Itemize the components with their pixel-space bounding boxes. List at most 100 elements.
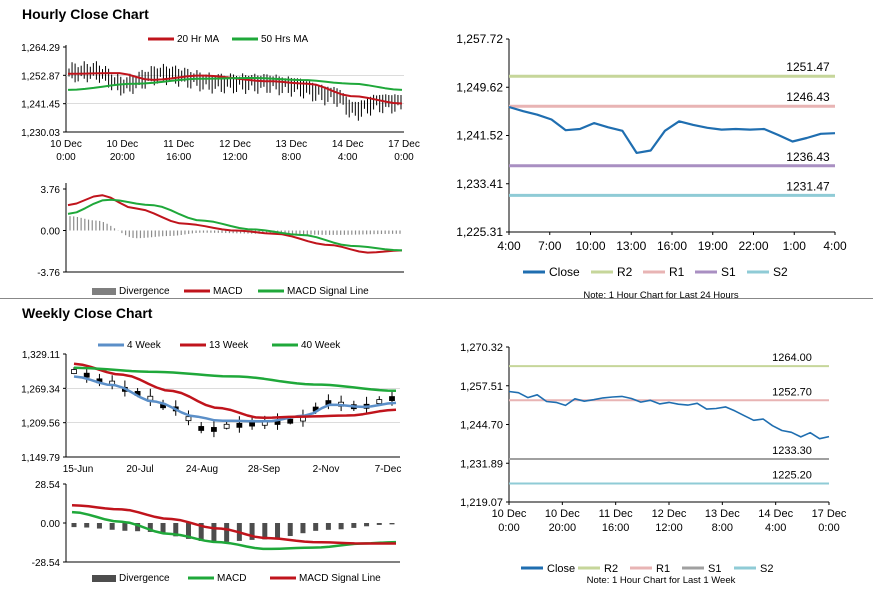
weekly-candle-body: [249, 421, 255, 427]
hourly-right-xtick-label: 1:00: [783, 239, 807, 253]
hourly-legend-divergence-label: Divergence: [119, 286, 170, 297]
hourly-price-xtick-label: 10 Dec: [106, 139, 138, 150]
weekly-right-xtick-label: 12:00: [655, 522, 683, 534]
hourly-price-xtick-label: 20:00: [110, 152, 135, 163]
hourly-macd-line: [67, 194, 403, 254]
weekly-divergence-bar: [376, 523, 382, 525]
weekly-divergence-bar: [325, 523, 331, 530]
weekly-right-xtick-label: 0:00: [818, 522, 839, 534]
weekly-macd-signal-line: [71, 503, 396, 545]
weekly-right-level-r1-label: 1252.70: [772, 386, 812, 398]
weekly-right-level-s1-label: 1233.30: [772, 445, 812, 457]
weekly-chart-title: Weekly Close Chart: [22, 305, 153, 321]
hourly-macd-ytick-label: -3.76: [37, 268, 60, 279]
weekly-price-xtick-label: 20-Jul: [126, 464, 153, 475]
hourly-right-xtick-label: 19:00: [698, 239, 728, 253]
hourly-chart-title: Hourly Close Chart: [22, 6, 149, 22]
weekly-right-xtick-label: 20:00: [549, 522, 577, 534]
hourly-price-xtick-label: 13 Dec: [275, 139, 307, 150]
hourly-right-level-r1-label: 1246.43: [786, 90, 830, 104]
hourly-legend-20hr-ma-label: 20 Hr MA: [177, 34, 220, 45]
weekly-divergence-bar: [351, 523, 357, 528]
weekly-13week-line: [73, 362, 397, 420]
hourly-right-ytick-label: 1,233.41: [456, 177, 503, 191]
weekly-price-ytick-label: 1,209.56: [21, 419, 60, 430]
weekly-right-legend-s1-label: S1: [708, 563, 721, 575]
hourly-macd-ytick-label: 0.00: [41, 227, 61, 238]
weekly-right-xtick-label: 12 Dec: [652, 508, 687, 520]
weekly-price-ytick-label: 1,269.34: [21, 384, 60, 395]
weekly-price-ytick-label: 1,329.11: [22, 350, 61, 361]
weekly-divergence-bar: [389, 523, 395, 525]
weekly-macd-ytick-label: 28.54: [35, 480, 60, 491]
weekly-candle-body: [211, 427, 217, 432]
hourly-price-xtick-label: 0:00: [56, 152, 76, 163]
weekly-divergence-bar: [173, 523, 179, 537]
weekly-price-xtick-label: 15-Jun: [63, 464, 94, 475]
weekly-divergence-bar: [122, 523, 128, 531]
hourly-macd-signal-line: [67, 198, 403, 252]
weekly-right-level-s2-label: 1225.20: [772, 469, 812, 481]
weekly-right-ytick-label: 1,244.70: [460, 420, 503, 432]
weekly-divergence-bar: [109, 523, 115, 530]
hourly-right-legend-r2-label: R2: [617, 265, 633, 279]
weekly-right-xtick-label: 4:00: [765, 522, 786, 534]
weekly-40week-line: [73, 366, 397, 393]
weekly-divergence-bar: [84, 523, 90, 528]
hourly-right-note: Note: 1 Hour Chart for Last 24 Hours: [583, 290, 738, 301]
weekly-macd-ytick-label: 0.00: [41, 519, 61, 530]
hourly-price-xtick-label: 14 Dec: [332, 139, 364, 150]
weekly-divergence-bar: [275, 523, 281, 539]
hourly-price-ytick-label: 1,230.03: [21, 128, 60, 139]
hourly-price-xtick-label: 11 Dec: [163, 139, 194, 150]
weekly-right-ytick-label: 1,231.89: [460, 458, 503, 470]
weekly-divergence-bar: [313, 523, 319, 531]
hourly-right-legend-s1-label: S1: [721, 265, 736, 279]
weekly-right-xtick-label: 10 Dec: [492, 508, 527, 520]
hourly-right-xtick-label: 4:00: [497, 239, 521, 253]
weekly-right-legend-r1-label: R1: [656, 563, 670, 575]
hourly-price-xtick-label: 16:00: [166, 152, 191, 163]
hourly-right-legend-r1-label: R1: [669, 265, 685, 279]
hourly-price-xtick-label: 4:00: [338, 152, 358, 163]
weekly-divergence-bar: [71, 523, 77, 528]
weekly-divergence-bar: [211, 523, 217, 543]
hourly-right-xtick-label: 7:00: [538, 239, 562, 253]
weekly-right-legend-close-label: Close: [547, 563, 575, 575]
weekly-legend-divergence-label: Divergence: [119, 573, 170, 584]
hourly-right-xtick-label: 16:00: [657, 239, 687, 253]
weekly-right-xtick-label: 17 Dec: [812, 508, 847, 520]
section-divider: [0, 298, 873, 299]
weekly-divergence-bar: [185, 523, 191, 539]
weekly-candle-body: [71, 369, 77, 374]
hourly-right-level-r2-label: 1251.47: [786, 60, 830, 74]
hourly-legend-50hr-ma-label: 50 Hrs MA: [261, 34, 309, 45]
weekly-macd-ytick-label: -28.54: [32, 558, 61, 569]
hourly-ma50-line: [67, 77, 403, 91]
hourly-legend-macd-label: MACD: [213, 286, 242, 297]
weekly-candle-body: [287, 418, 294, 424]
weekly-divergence-bar: [287, 523, 293, 537]
weekly-right-legend-s2-label: S2: [760, 563, 773, 575]
weekly-divergence-bar: [224, 523, 230, 542]
hourly-price-xtick-label: 12:00: [222, 152, 247, 163]
weekly-right-legend-r2-label: R2: [604, 563, 618, 575]
weekly-right-note: Note: 1 Hour Chart for Last 1 Week: [587, 575, 736, 586]
weekly-candle-body: [198, 426, 205, 431]
hourly-right-level-s1-label: 1236.43: [786, 150, 830, 164]
weekly-divergence-bar: [364, 523, 370, 527]
weekly-4week-line: [73, 375, 397, 423]
weekly-right-xtick-label: 8:00: [712, 522, 733, 534]
hourly-macd-ytick-label: 3.76: [41, 185, 61, 196]
hourly-price-xtick-label: 10 Dec: [50, 139, 82, 150]
weekly-divergence-bar: [338, 523, 344, 530]
weekly-price-xtick-label: 28-Sep: [248, 464, 281, 475]
weekly-legend-macd-signal-label: MACD Signal Line: [299, 573, 381, 584]
weekly-candle-body: [83, 372, 90, 378]
hourly-price-ytick-label: 1,241.45: [21, 100, 60, 111]
hourly-legend-divergence-swatch: [92, 288, 116, 295]
weekly-legend-4week-label: 4 Week: [127, 340, 162, 351]
weekly-divergence-bar: [135, 523, 141, 532]
hourly-right-xtick-label: 4:00: [823, 239, 847, 253]
hourly-legend-macd-signal-label: MACD Signal Line: [287, 286, 369, 297]
